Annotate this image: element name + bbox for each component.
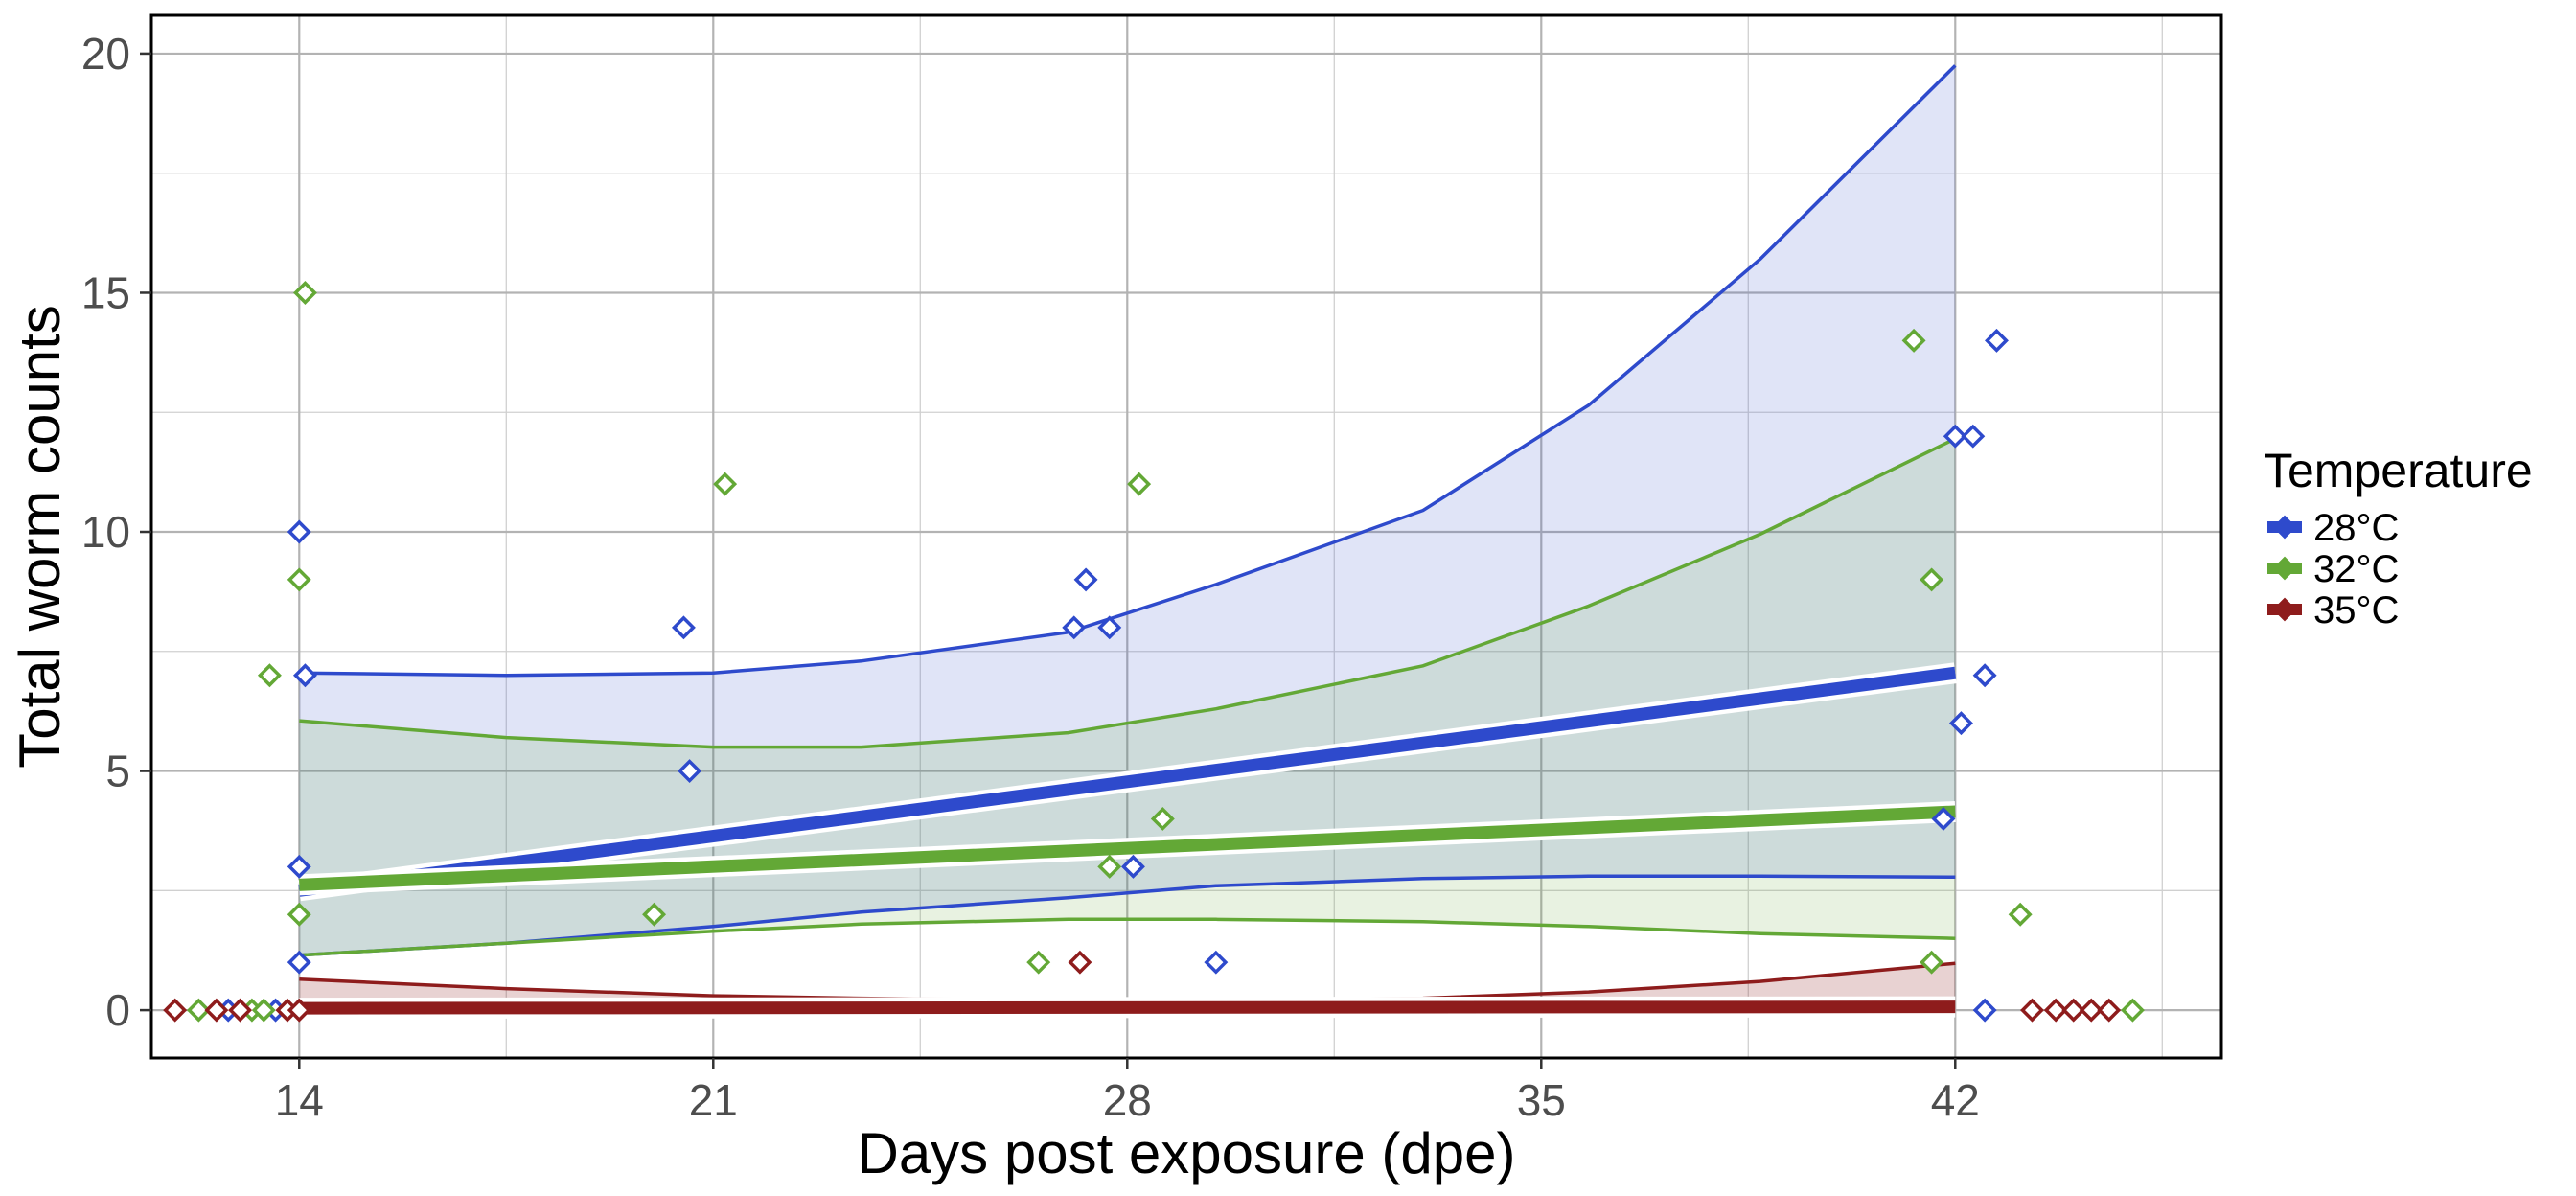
series-35C-fit-line xyxy=(299,1000,1956,1015)
series-28C-point xyxy=(1972,663,1997,688)
series-32C-point xyxy=(1901,328,1926,353)
series-28C-point xyxy=(671,615,696,640)
series-32C-point xyxy=(1920,567,1944,592)
legend-label: 28°C xyxy=(2313,507,2399,549)
series-35C-point xyxy=(2079,998,2104,1023)
series-28C-upper-bound xyxy=(299,64,1957,678)
series-32C-lower-bound xyxy=(299,917,1956,957)
y-tick-label: 15 xyxy=(81,267,130,317)
series-28C-point xyxy=(1943,424,1967,448)
series-35C-point xyxy=(228,998,253,1023)
confidence-band-edges xyxy=(299,64,1957,1002)
legend-key-28C-marker xyxy=(2272,515,2297,540)
series-28C-point xyxy=(287,519,311,544)
series-28C-point xyxy=(287,950,311,975)
x-tick-label: 35 xyxy=(1517,1075,1566,1125)
series-32C-upper-bound xyxy=(299,437,1957,749)
y-tick-label: 10 xyxy=(81,507,130,557)
series-32C-fit-line xyxy=(298,805,1956,891)
fit-lines xyxy=(297,662,1957,1020)
series-28C-point xyxy=(1948,711,1973,736)
series-32C-point xyxy=(642,902,667,927)
legend-label: 35°C xyxy=(2313,589,2399,632)
series-28C-point xyxy=(1062,615,1087,640)
x-tick-label: 28 xyxy=(1103,1075,1152,1125)
y-axis-ticks: 0 5 10 15 20 xyxy=(81,29,151,1035)
series-28C-point xyxy=(1097,615,1122,640)
y-tick-label: 5 xyxy=(105,747,130,796)
series-32C-point xyxy=(1097,854,1122,879)
series-28C-point xyxy=(1073,567,1098,592)
series-28C-fit-line xyxy=(298,666,1957,897)
series-35C-point xyxy=(2097,998,2122,1023)
series-32C-point xyxy=(257,663,282,688)
x-axis-title: Days post exposure (dpe) xyxy=(857,1121,1515,1185)
series-28C-point xyxy=(292,663,317,688)
y-tick-label: 20 xyxy=(81,29,130,79)
series-32C-point xyxy=(1150,806,1175,831)
series-28C-point xyxy=(678,759,702,784)
plot-panel-border xyxy=(150,13,2223,1060)
series-32C-point xyxy=(287,567,311,592)
series-32C-point xyxy=(713,472,738,496)
legend-label: 32°C xyxy=(2313,548,2399,590)
data-points xyxy=(163,280,2145,1023)
series-32C-point xyxy=(1920,950,1944,975)
x-tick-label: 14 xyxy=(275,1075,324,1125)
series-32C-point xyxy=(251,998,276,1023)
series-32C-point xyxy=(1026,950,1051,975)
series-28C-point xyxy=(1961,424,1986,448)
series-35C-point xyxy=(163,998,188,1023)
series-28C-point xyxy=(1120,854,1145,879)
x-tick-label: 42 xyxy=(1931,1075,1980,1125)
legend-title: Temperature xyxy=(2264,444,2533,497)
series-32C-point xyxy=(292,280,317,305)
legend: Temperature 28°C32°C35°C xyxy=(2264,444,2533,632)
legend-key-32C-marker xyxy=(2272,556,2297,581)
y-tick-label: 0 xyxy=(105,985,130,1035)
series-32C-point xyxy=(2008,902,2033,927)
x-axis-ticks: 14 21 28 35 42 xyxy=(275,1058,1980,1125)
series-32C-point xyxy=(287,902,311,927)
legend-key-35C-marker xyxy=(2272,597,2297,622)
series-28C-point xyxy=(1931,806,1956,831)
series-35C-point xyxy=(2020,998,2044,1023)
series-35C-point xyxy=(2061,998,2086,1023)
y-axis-title: Total worm counts xyxy=(8,305,72,769)
series-28C-lower-bound xyxy=(299,874,1956,957)
series-35C-point xyxy=(1068,950,1092,975)
series-32C-point xyxy=(2120,998,2145,1023)
series-28C-point xyxy=(1204,950,1229,975)
x-tick-label: 21 xyxy=(689,1075,738,1125)
series-28C-point xyxy=(287,854,311,879)
series-35C-point xyxy=(2043,998,2068,1023)
series-28C-point xyxy=(1972,998,1997,1023)
series-32C-point xyxy=(186,998,211,1023)
series-35C-point xyxy=(204,998,229,1023)
series-28C-point xyxy=(1985,328,2009,353)
series-32C-point xyxy=(1127,472,1152,496)
grid xyxy=(151,15,2221,1058)
series-35C-point xyxy=(287,998,311,1023)
